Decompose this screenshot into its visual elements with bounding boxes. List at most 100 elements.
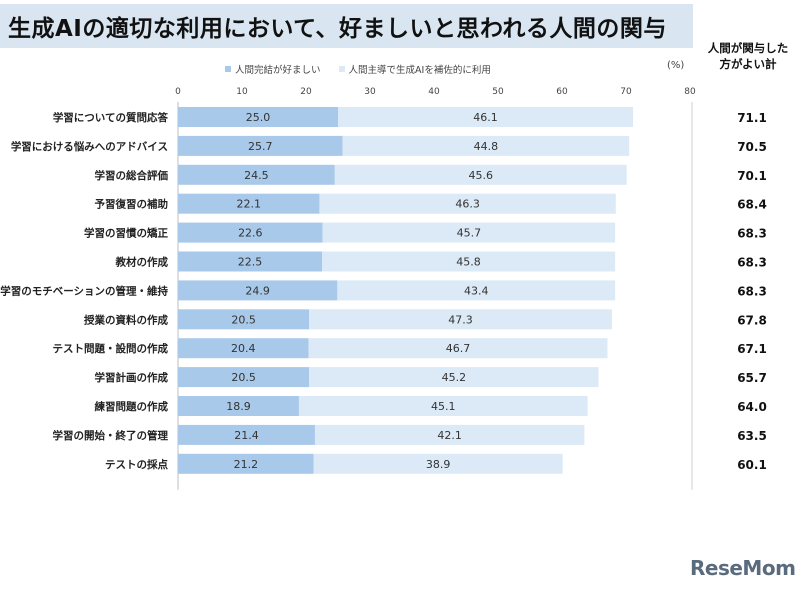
bar-series2 <box>309 367 599 388</box>
resemom-logo: ReseMom <box>690 556 796 580</box>
x-tick-label: 80 <box>684 87 696 97</box>
bar-series1 <box>178 424 315 445</box>
category-label: 学習計画の作成 <box>95 371 169 384</box>
chart-title: 生成AIの適切な利用において、好ましいと思われる人間の関与 <box>8 16 667 42</box>
total-value: 67.1 <box>737 342 767 356</box>
unit-label: (%) <box>667 60 685 71</box>
title-bar: 生成AIの適切な利用において、好ましいと思われる人間の関与 <box>0 4 693 48</box>
value-label-series2: 45.2 <box>442 371 467 384</box>
bar-series1 <box>178 107 338 127</box>
value-label-series2: 46.1 <box>473 111 498 124</box>
category-label: 教材の作成 <box>115 256 169 269</box>
total-value: 64.0 <box>737 400 767 414</box>
bar-series2 <box>313 453 563 474</box>
total-value: 65.7 <box>737 371 767 385</box>
total-value: 63.5 <box>737 429 767 443</box>
legend-item-series2: 人間主導で生成AIを補佐的に利用 <box>338 62 491 76</box>
value-label-series1: 22.1 <box>236 198 261 211</box>
bar-series2 <box>314 424 585 445</box>
bar-series2 <box>309 309 612 330</box>
value-label-series2: 47.3 <box>448 313 473 326</box>
bar-series1 <box>178 193 320 214</box>
value-label-series1: 18.9 <box>226 400 251 413</box>
bar-series2 <box>322 251 616 272</box>
value-label-series2: 46.3 <box>455 198 480 211</box>
value-label-series1: 25.7 <box>248 140 273 153</box>
value-label-series1: 24.5 <box>244 169 269 182</box>
value-label-series2: 38.9 <box>426 458 451 471</box>
value-label-series1: 24.9 <box>245 284 270 297</box>
total-header-line2: 方がよい計 <box>719 57 777 71</box>
category-label: 予習復習の補助 <box>95 198 169 211</box>
bar-series1 <box>178 164 335 185</box>
value-label-series1: 20.5 <box>231 313 256 326</box>
x-tick-label: 60 <box>556 87 568 97</box>
legend: 人間完結が好ましい 人間主導で生成AIを補佐的に利用 <box>225 62 491 76</box>
x-tick-label: 0 <box>175 87 181 97</box>
bar-series1 <box>178 280 338 301</box>
x-tick-label: 10 <box>236 87 248 97</box>
legend-item-series1: 人間完結が好ましい <box>225 62 321 76</box>
value-label-series1: 22.6 <box>238 227 263 240</box>
value-label-series2: 42.1 <box>437 429 462 442</box>
total-value: 71.1 <box>737 111 767 125</box>
bar-series1 <box>178 135 343 156</box>
value-label-series2: 43.4 <box>464 284 489 297</box>
category-label: 授業の資料の作成 <box>84 313 168 326</box>
value-label-series2: 44.8 <box>474 140 499 153</box>
category-label: 練習問題の作成 <box>95 400 169 413</box>
x-tick-label: 40 <box>428 87 440 97</box>
bar-series2 <box>338 107 634 127</box>
category-label: 学習の総合評価 <box>95 169 169 182</box>
bar-series2 <box>308 338 608 359</box>
category-label: 学習の習慣の矯正 <box>84 227 168 240</box>
total-value: 68.3 <box>737 256 767 270</box>
bar-series1 <box>178 222 323 243</box>
total-value: 68.3 <box>737 227 767 241</box>
total-value: 68.4 <box>737 198 767 212</box>
value-label-series1: 25.0 <box>246 111 271 124</box>
category-label: 学習についての質問応答 <box>53 111 169 124</box>
bar-series2 <box>298 396 588 416</box>
category-label: 学習のモチベーションの管理・維持 <box>0 284 168 297</box>
total-value: 60.1 <box>737 458 767 472</box>
value-label-series2: 45.8 <box>456 256 481 269</box>
total-value: 70.5 <box>737 140 767 154</box>
legend-label-series2: 人間主導で生成AIを補佐的に利用 <box>348 65 491 76</box>
bar-series1 <box>178 338 309 359</box>
value-label-series2: 45.7 <box>457 227 482 240</box>
legend-swatch-series2 <box>338 66 345 72</box>
category-label: 学習の開始・終了の管理 <box>53 429 169 442</box>
value-label-series2: 46.7 <box>446 342 471 355</box>
x-tick-label: 70 <box>620 87 632 97</box>
value-label-series2: 45.6 <box>468 169 493 182</box>
total-column-header: 人間が関与した 方がよい計 <box>700 40 796 72</box>
value-label-series1: 22.5 <box>238 256 263 269</box>
total-header-line1: 人間が関与した <box>707 41 789 55</box>
value-label-series1: 21.4 <box>234 429 259 442</box>
total-value: 67.8 <box>737 313 767 327</box>
x-tick-label: 20 <box>300 87 312 97</box>
legend-label-series1: 人間完結が好ましい <box>235 65 321 76</box>
bar-series1 <box>178 396 299 416</box>
bar-series2 <box>334 164 627 185</box>
category-label: 学習における悩みへのアドバイス <box>11 140 168 153</box>
legend-swatch-series1 <box>225 66 231 72</box>
category-label: テストの採点 <box>105 458 168 471</box>
value-label-series2: 45.1 <box>431 400 456 413</box>
value-label-series1: 20.5 <box>231 371 256 384</box>
x-tick-label: 30 <box>364 87 376 97</box>
x-tick-label: 50 <box>492 87 504 97</box>
bar-series1 <box>178 453 314 474</box>
bar-series2 <box>322 222 616 243</box>
bar-series1 <box>178 367 310 388</box>
bar-series1 <box>178 251 322 272</box>
bar-series2 <box>319 193 616 214</box>
value-label-series1: 20.4 <box>231 342 256 355</box>
total-value: 70.1 <box>737 169 767 183</box>
bar-series1 <box>178 309 310 330</box>
total-value: 68.3 <box>737 284 767 298</box>
category-label: テスト問題・設問の作成 <box>53 342 169 355</box>
value-label-series1: 21.2 <box>234 458 259 471</box>
